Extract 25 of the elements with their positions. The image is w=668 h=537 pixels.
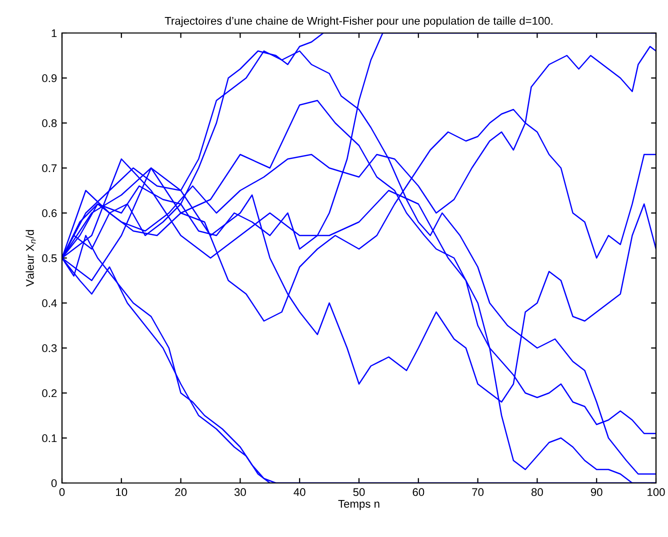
x-tick-label: 100 [648,488,665,496]
y-axis-title: Valeur X$_{n}$/d [26,230,36,287]
y-tick-label: 0.5 [42,254,57,262]
y-tick-label: 0.1 [42,434,57,442]
x-tick-label: 30 [234,488,246,496]
y-tick-label: 0.9 [42,74,57,82]
x-tick-label: 80 [532,488,543,496]
x-tick-label: 90 [590,488,602,496]
x-tick-label: 10 [116,488,128,496]
y-tick-label: 0.7 [42,164,57,172]
y-tick-label: 0 [51,479,57,488]
x-axis-title: Temps n [338,500,380,510]
x-tick-label: 0 [59,488,65,496]
x-tick-label: 20 [175,488,187,496]
y-tick-label: 0.3 [42,344,57,352]
x-tick-label: 60 [412,488,424,496]
y-tick-label: 0.4 [42,299,57,308]
y-tick-label: 0.6 [42,209,57,218]
x-tick-label: 70 [472,488,484,496]
y-tick-label: 0.8 [42,119,57,128]
x-tick-label: 50 [353,488,365,496]
chart-title: Trajectoires d’une chaine de Wright-Fisher pour une population de taille d=100. [164,16,552,27]
y-tick-label: 0.2 [42,389,57,398]
y-tick-label: 1 [52,29,57,38]
x-tick-label: 40 [294,488,306,496]
